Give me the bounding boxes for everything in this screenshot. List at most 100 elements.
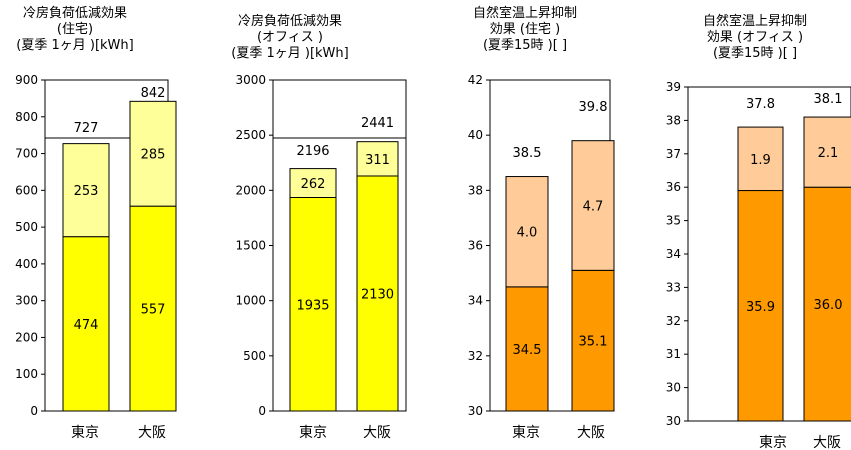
bar-value-label: 4.0 — [517, 226, 538, 241]
y-tick-label: 400 — [15, 257, 38, 271]
y-tick-label: 30 — [468, 404, 483, 418]
chart-title: 自然室温上昇抑制 効果 (住宅 ) (夏季15時 )[ ] — [460, 6, 590, 54]
bar-top — [803, 116, 851, 188]
x-category-label: 大阪 — [577, 425, 605, 441]
title-line: (夏季15時 )[ ] — [712, 46, 798, 61]
bar-base — [803, 186, 851, 422]
bar-total-label: 2196 — [296, 144, 329, 159]
title-line: 冷房負荷低減効果 — [237, 14, 342, 29]
bar-base — [289, 197, 337, 412]
bar-total-label: 2441 — [361, 116, 394, 131]
title-line: 効果 (オフィス ) — [706, 30, 804, 45]
title-line: (夏季15時 )[ ] — [482, 38, 568, 53]
y-tick-label: 31 — [666, 347, 681, 361]
y-tick-label: 300 — [15, 294, 38, 308]
title-line: (夏季 1ヶ月 )[kWh] — [231, 46, 349, 61]
bar-value-label: 311 — [365, 153, 390, 168]
x-category-label: 東京 — [759, 435, 787, 450]
bar-base — [737, 190, 784, 422]
bar-value-label: 34.5 — [513, 343, 542, 358]
bar-top — [356, 141, 399, 177]
y-tick-label: 0 — [30, 404, 38, 418]
bar-value-label: 2130 — [361, 287, 394, 302]
y-tick-label: 500 — [15, 220, 38, 234]
x-category-label: 大阪 — [138, 425, 166, 441]
x-category-label: 東京 — [71, 425, 99, 441]
chart-title: 冷房負荷低減効果 (オフィス ) (夏季 1ヶ月 )[kWh] — [205, 14, 375, 62]
y-tick-label: 600 — [15, 183, 38, 197]
bar-top — [571, 140, 615, 271]
y-tick-label: 40 — [468, 128, 483, 142]
y-tick-label: 2500 — [235, 128, 266, 142]
bar-base — [505, 286, 549, 412]
y-tick-label: 500 — [243, 349, 266, 363]
bar-total-label: 842 — [141, 86, 166, 101]
y-tick-label: 37 — [666, 147, 681, 161]
y-tick-label: 0 — [258, 404, 266, 418]
bar-total-label: 37.8 — [746, 97, 775, 112]
title-line: (夏季 1ヶ月 )[kWh] — [16, 38, 134, 53]
bar-top — [289, 168, 337, 199]
y-tick-label: 100 — [15, 367, 38, 381]
bar-value-label: 1.9 — [750, 153, 771, 168]
title-line: 冷房負荷低減効果 — [22, 6, 127, 21]
bar-value-label: 4.7 — [583, 200, 604, 215]
title-line: (オフィス ) — [256, 30, 324, 45]
y-tick-label: 42 — [468, 73, 483, 87]
y-tick-label: 700 — [15, 147, 38, 161]
y-tick-label: 36 — [666, 180, 681, 194]
x-category-label: 大阪 — [363, 425, 391, 441]
y-tick-label: 2000 — [235, 183, 266, 197]
y-tick-label: 1500 — [235, 239, 266, 253]
bar-base — [571, 269, 615, 412]
bar-top — [129, 100, 177, 207]
bar-top — [737, 126, 784, 192]
y-tick-label: 800 — [15, 110, 38, 124]
bar-value-label: 2.1 — [818, 146, 839, 161]
y-tick-label: 36 — [468, 239, 483, 253]
y-tick-label: 34 — [468, 294, 483, 308]
y-tick-label: 34 — [666, 247, 681, 261]
x-category-label: 東京 — [299, 425, 327, 441]
bar-total-label: 39.8 — [579, 100, 608, 115]
title-line: 自然室温上昇抑制 — [472, 6, 577, 21]
bar-value-label: 253 — [74, 184, 99, 199]
bar-top — [62, 143, 110, 238]
y-tick-label: 900 — [15, 73, 38, 87]
x-category-label: 東京 — [512, 425, 540, 441]
bar-total-label: 38.1 — [814, 92, 843, 107]
chart-title: 自然室温上昇抑制 効果 (オフィス ) (夏季15時 )[ ] — [690, 14, 820, 62]
bar-value-label: 35.1 — [579, 335, 608, 350]
bar-top — [505, 176, 549, 288]
title-line: (住宅) — [56, 22, 94, 37]
title-line: 効果 (住宅 ) — [489, 22, 561, 37]
bar-value-label: 285 — [141, 148, 166, 163]
bar-value-label: 1935 — [296, 298, 329, 313]
y-tick-label: 35 — [666, 214, 681, 228]
bar-total-label: 38.5 — [513, 146, 542, 161]
y-tick-label: 38 — [468, 183, 483, 197]
title-line: 自然室温上昇抑制 — [702, 14, 807, 29]
y-tick-label: 32 — [468, 349, 483, 363]
bar-value-label: 35.9 — [746, 300, 775, 315]
y-tick-label: 33 — [666, 280, 681, 294]
x-category-label: 大阪 — [813, 435, 841, 450]
y-tick-label: 3000 — [235, 73, 266, 87]
y-tick-label: 39 — [666, 80, 681, 94]
y-tick-label: 1000 — [235, 294, 266, 308]
bar-value-label: 557 — [141, 303, 166, 318]
y-tick-label: 32 — [666, 314, 681, 328]
y-tick-label: 30 — [666, 381, 681, 395]
y-tick-label: 30 — [666, 414, 681, 428]
y-tick-label: 200 — [15, 330, 38, 344]
bar-base — [356, 175, 399, 412]
bar-base — [62, 236, 110, 412]
y-tick-label: 38 — [666, 113, 681, 127]
bar-value-label: 262 — [301, 177, 326, 192]
bar-value-label: 474 — [74, 318, 99, 333]
chart-title: 冷房負荷低減効果 (住宅) (夏季 1ヶ月 )[kWh] — [0, 6, 150, 54]
bar-value-label: 36.0 — [814, 298, 843, 313]
bar-total-label: 727 — [74, 121, 99, 136]
